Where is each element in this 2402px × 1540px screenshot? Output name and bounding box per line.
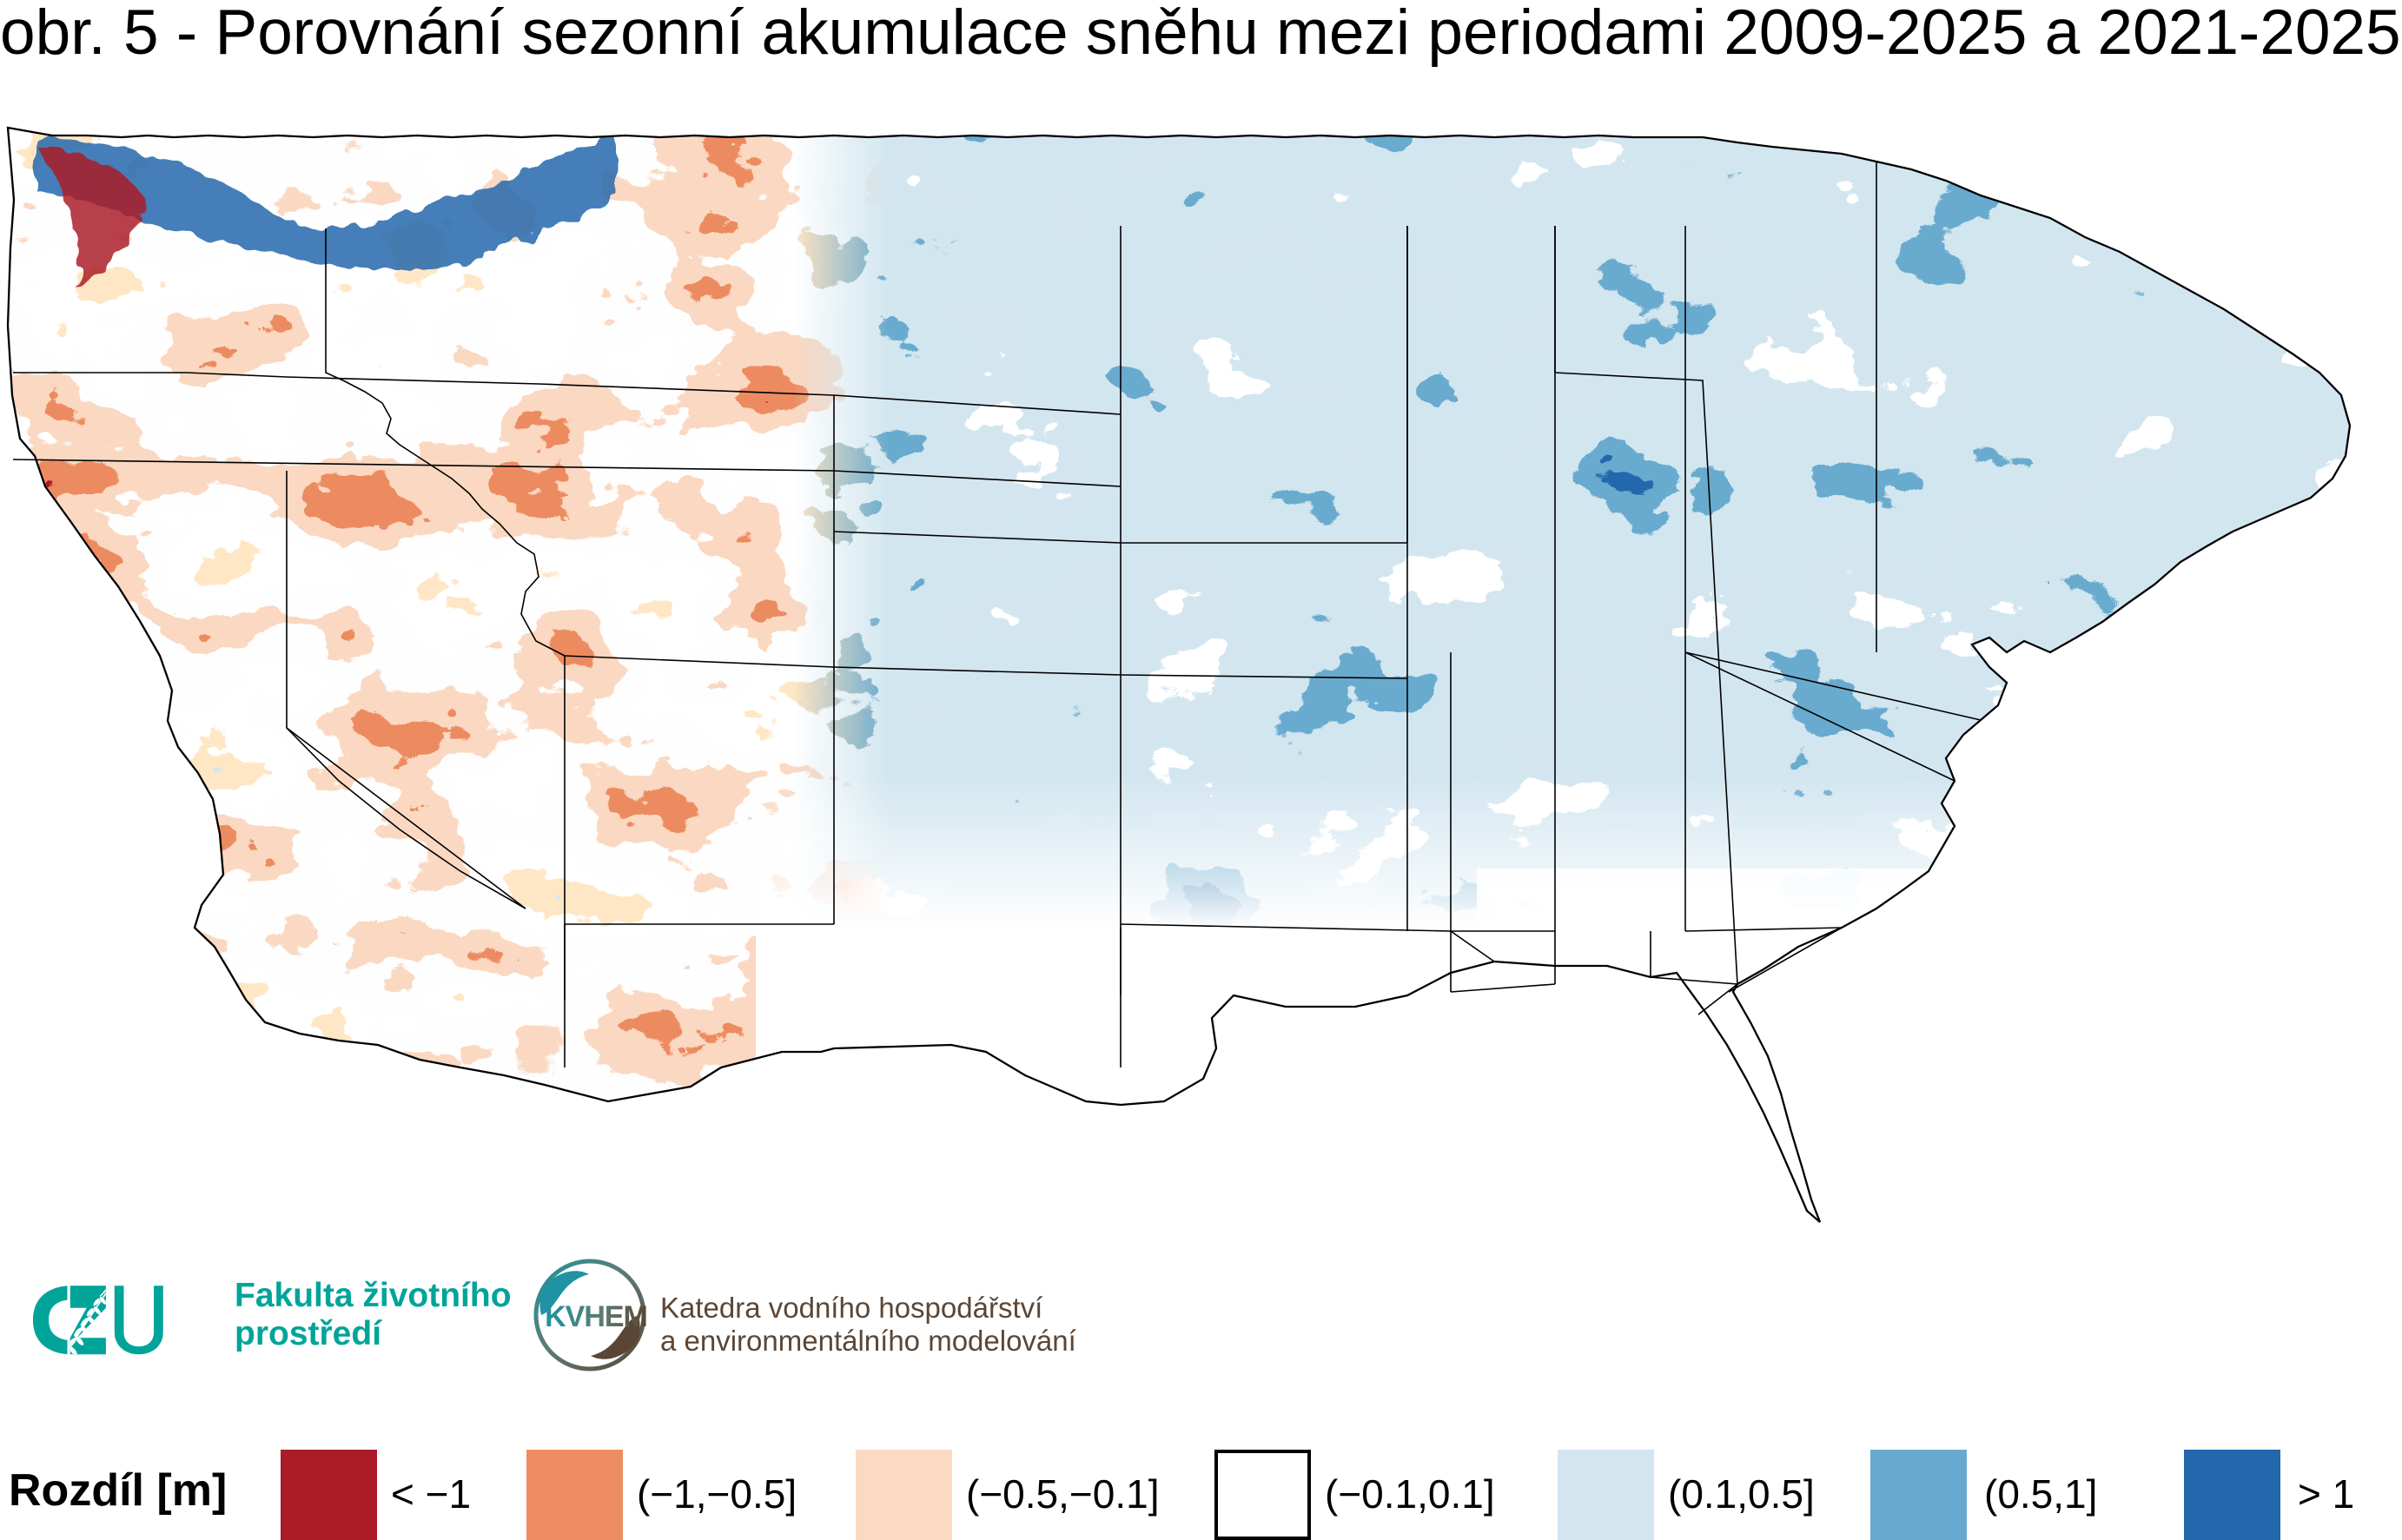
svg-text:KVHEM: KVHEM <box>545 1300 647 1333</box>
